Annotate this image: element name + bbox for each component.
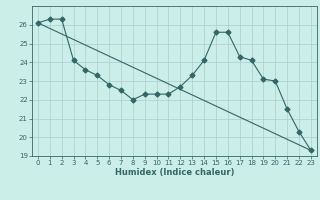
X-axis label: Humidex (Indice chaleur): Humidex (Indice chaleur) <box>115 168 234 177</box>
